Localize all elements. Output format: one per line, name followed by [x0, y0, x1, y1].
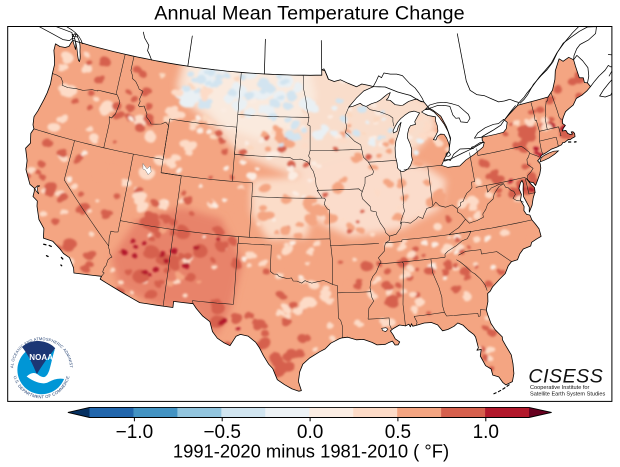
svg-text:Cooperative Institute for: Cooperative Institute for	[530, 385, 590, 391]
svg-text:1991-2020 minus 1981-2010 ( °F: 1991-2020 minus 1981-2010 ( °F)	[173, 441, 449, 462]
svg-text:Satellite Earth System Studies: Satellite Earth System Studies	[530, 391, 605, 397]
svg-text:0.0: 0.0	[297, 422, 323, 443]
svg-text:NOAA: NOAA	[29, 353, 53, 362]
svg-text:−1.0: −1.0	[116, 422, 154, 443]
svg-text:−0.5: −0.5	[203, 422, 241, 443]
svg-text:0.5: 0.5	[385, 422, 411, 443]
svg-text:CISESS: CISESS	[528, 365, 603, 387]
svg-text:1.0: 1.0	[473, 422, 499, 443]
svg-text:Annual Mean Temperature Change: Annual Mean Temperature Change	[154, 3, 465, 25]
